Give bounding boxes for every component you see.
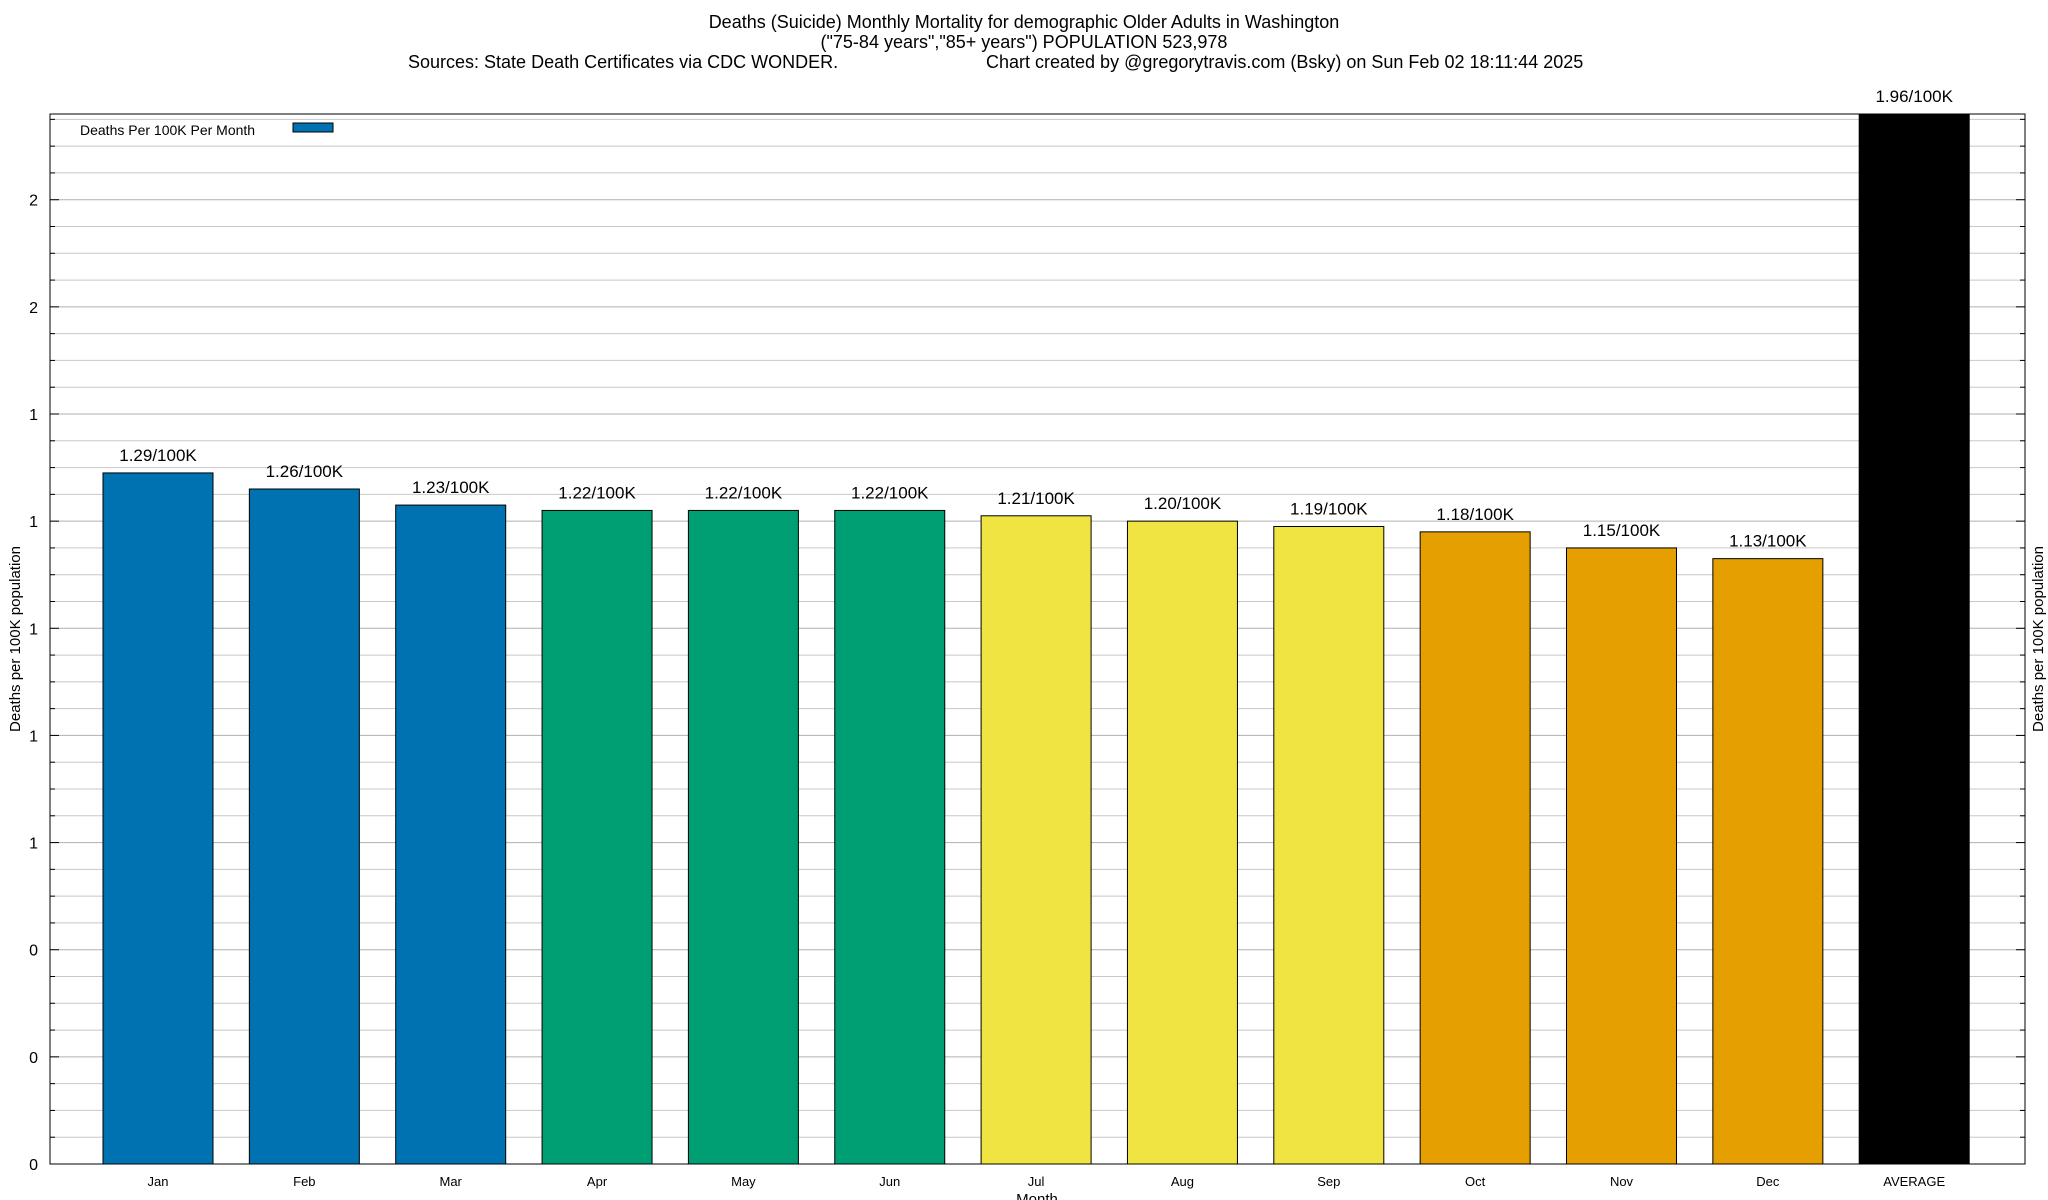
data-label-jan: 1.29/100K [119,446,197,465]
bar-jun [834,509,946,1165]
y-tick-label: 1 [29,836,38,853]
data-label-oct: 1.18/100K [1436,505,1514,524]
x-tick-label: Jan [148,1174,169,1189]
y-tick-label: 1 [29,514,38,531]
data-label-nov: 1.15/100K [1583,521,1661,540]
data-label-jul: 1.21/100K [997,489,1075,508]
x-tick-label: Mar [440,1174,463,1189]
x-tick-label: Dec [1756,1174,1780,1189]
sources-text: Sources: State Death Certificates via CD… [408,52,839,72]
bars [102,113,1970,1165]
y2-axis-title: Deaths per 100K population [2030,546,2047,732]
chart-subtitle: ("75-84 years","85+ years") POPULATION 5… [820,32,1228,52]
bar-apr [541,509,653,1165]
bar-oct [1419,531,1531,1165]
y-tick-label: 1 [29,621,38,638]
bar-nov [1566,547,1677,1165]
bar-average [1858,113,1970,1165]
y-tick-label: 2 [29,193,38,210]
data-label-aug: 1.20/100K [1144,494,1222,513]
y-axis-title: Deaths per 100K population [7,546,24,732]
y-tick-label: 1 [29,728,38,745]
y-tick-label: 0 [29,1157,38,1174]
x-tick-label: Jul [1028,1174,1045,1189]
x-tick-label: Oct [1465,1174,1486,1189]
chart-title: Deaths (Suicide) Monthly Mortality for d… [708,12,1340,32]
data-label-apr: 1.22/100K [558,483,636,502]
x-tick-label: AVERAGE [1883,1174,1945,1189]
bar-feb [248,488,360,1165]
data-label-jun: 1.22/100K [851,483,929,502]
x-tick-label: May [731,1174,756,1189]
y-tick-label: 0 [29,1050,38,1067]
bar-sep [1273,526,1385,1165]
y-tick-label: 2 [29,300,38,317]
x-tick-label: Sep [1317,1174,1340,1189]
data-labels: 1.29/100K 1.26/100K 1.23/100K 1.22/100K 1.22… [119,87,1953,551]
data-label-dec: 1.13/100K [1729,532,1807,551]
x-tick-label: Apr [587,1174,608,1189]
legend: Deaths Per 100K Per Month [80,122,334,138]
y-axis-ticks: 0 0 0 1 1 1 1 1 2 2 [29,193,38,1174]
x-tick-label: Nov [1610,1174,1634,1189]
chart-titles: Deaths (Suicide) Monthly Mortality for d… [0,12,2048,52]
bar-dec [1712,558,1824,1165]
bar-jan [102,472,214,1165]
bar-jul [980,515,1092,1165]
bar-aug [1126,520,1238,1165]
bar-mar [395,504,507,1165]
x-axis-ticks: Jan Feb Mar Apr May Jun Jul Aug Sep Oct Nov Dec AVER… [148,1174,1946,1189]
data-label-feb: 1.26/100K [266,462,344,481]
data-label-average: 1.96/100K [1875,87,1953,106]
y-tick-label: 1 [29,407,38,424]
legend-swatch [292,122,334,133]
x-tick-label: Aug [1171,1174,1194,1189]
legend-label: Deaths Per 100K Per Month [80,122,255,138]
data-label-mar: 1.23/100K [412,478,490,497]
credit-text: Chart created by @gregorytravis.com (Bsk… [986,52,1584,72]
bar-may [687,509,799,1165]
x-tick-label: Jun [879,1174,900,1189]
data-label-sep: 1.19/100K [1290,500,1368,519]
x-axis-title: Month [1016,1191,1058,1200]
plot-frame [49,113,2026,1165]
y-tick-label: 0 [29,943,38,960]
data-label-may: 1.22/100K [705,483,783,502]
x-tick-label: Feb [293,1174,315,1189]
